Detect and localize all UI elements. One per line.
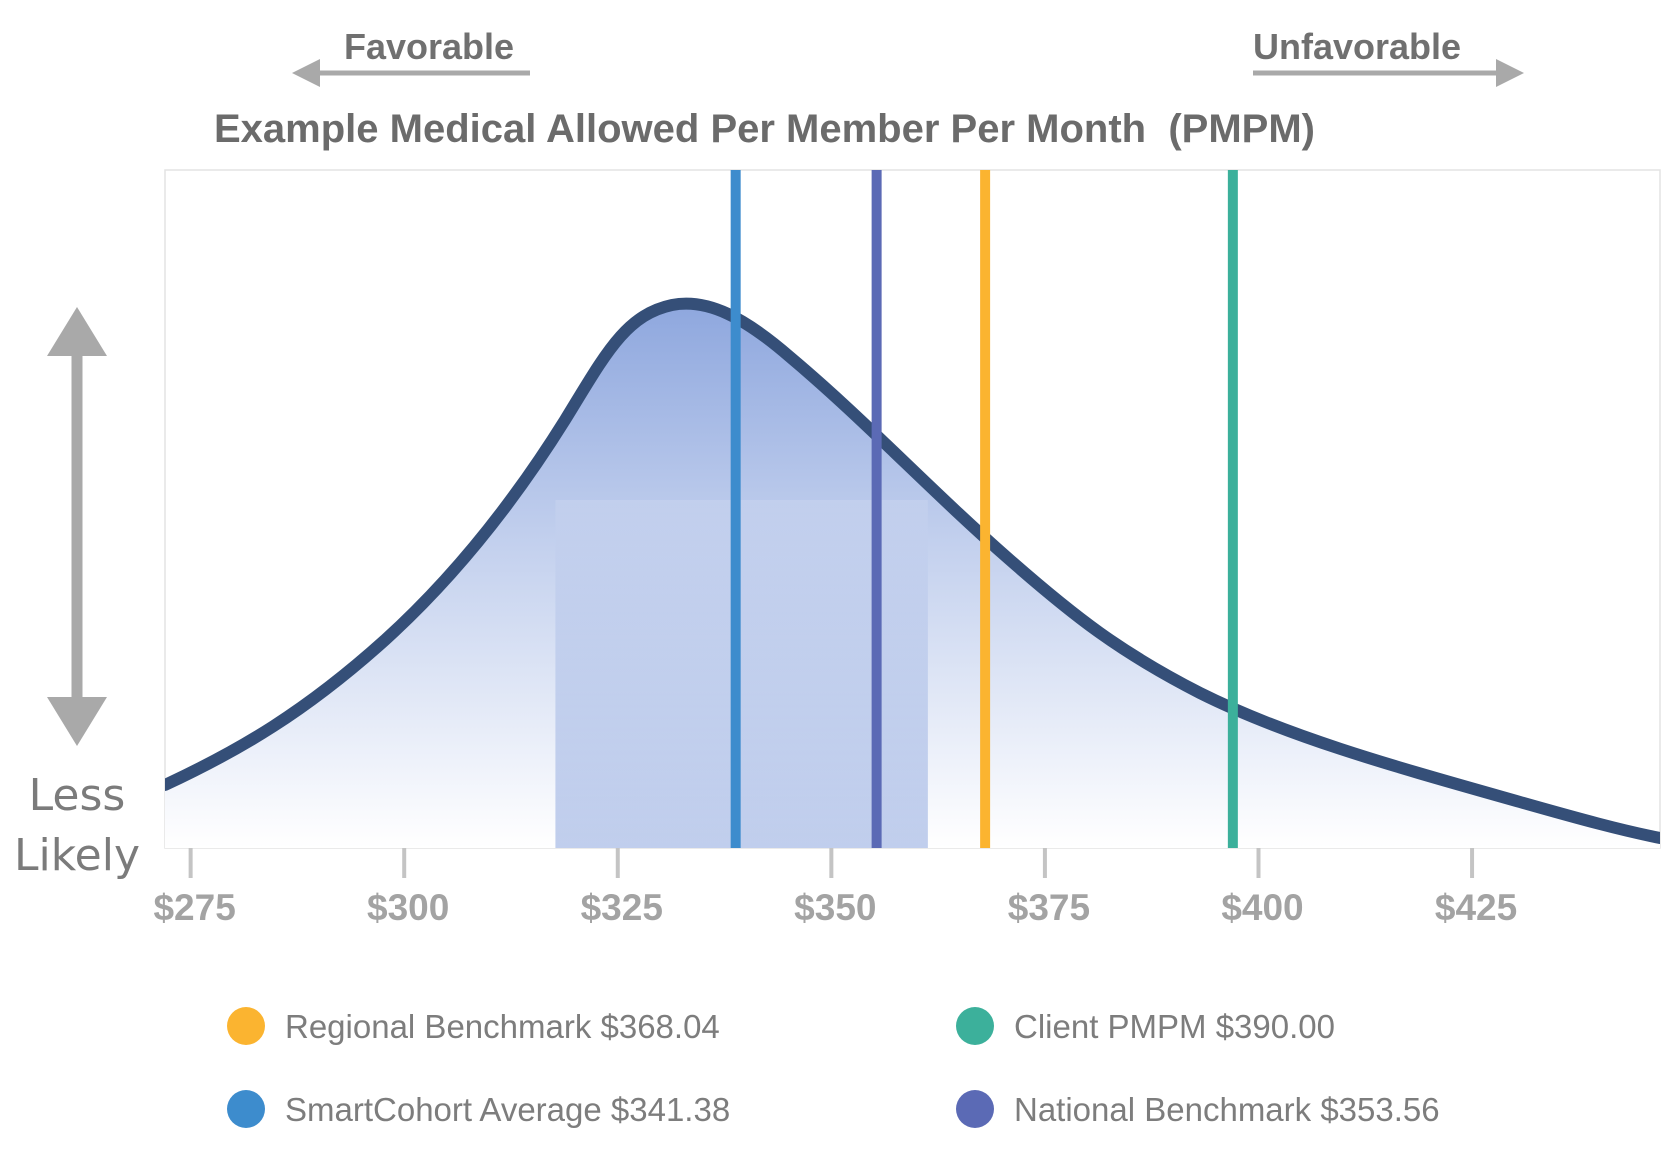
right-arrow-icon <box>1496 59 1524 87</box>
legend: Regional Benchmark $368.04 Client PMPM $3… <box>227 1007 1440 1128</box>
likelihood-arrow <box>47 307 107 746</box>
x-tick-label: $275 <box>153 887 235 928</box>
x-axis: $275 $300 $325 $350 $375 $400 $425 <box>153 848 1517 928</box>
legend-label: National Benchmark $353.56 <box>1014 1091 1440 1128</box>
favorable-label: Favorable <box>344 26 514 67</box>
less-likely-label-line2: Likely <box>14 830 140 881</box>
up-arrow-icon <box>47 307 107 356</box>
legend-label: SmartCohort Average $341.38 <box>285 1091 730 1128</box>
unfavorable-label: Unfavorable <box>1253 26 1461 67</box>
chart-title: Example Medical Allowed Per Member Per M… <box>214 107 1315 151</box>
x-tick-label: $325 <box>581 887 663 928</box>
x-tick-label: $375 <box>1008 887 1090 928</box>
legend-swatch <box>956 1090 994 1128</box>
legend-label: Client PMPM $390.00 <box>1014 1008 1335 1045</box>
favorable-indicator: Favorable <box>292 26 530 87</box>
plot-layer <box>165 170 1660 848</box>
legend-item-smartcohort-average: SmartCohort Average $341.38 <box>227 1090 730 1128</box>
left-arrow-icon <box>292 59 320 87</box>
x-tick-label: $400 <box>1221 887 1303 928</box>
legend-item-national-benchmark: National Benchmark $353.56 <box>956 1090 1440 1128</box>
x-tick-label: $350 <box>794 887 876 928</box>
legend-item-regional-benchmark: Regional Benchmark $368.04 <box>227 1007 720 1045</box>
legend-swatch <box>227 1090 265 1128</box>
distribution-curve <box>165 297 1660 844</box>
down-arrow-icon <box>47 697 107 746</box>
legend-swatch <box>227 1007 265 1045</box>
legend-swatch <box>956 1007 994 1045</box>
less-likely-label-line1: Less <box>29 770 126 821</box>
x-tick-label: $300 <box>367 887 449 928</box>
x-tick-label: $425 <box>1435 887 1517 928</box>
distribution-area-overlay <box>165 303 1660 848</box>
unfavorable-indicator: Unfavorable <box>1253 26 1524 87</box>
legend-item-client-pmpm: Client PMPM $390.00 <box>956 1007 1335 1045</box>
legend-label: Regional Benchmark $368.04 <box>285 1008 720 1045</box>
